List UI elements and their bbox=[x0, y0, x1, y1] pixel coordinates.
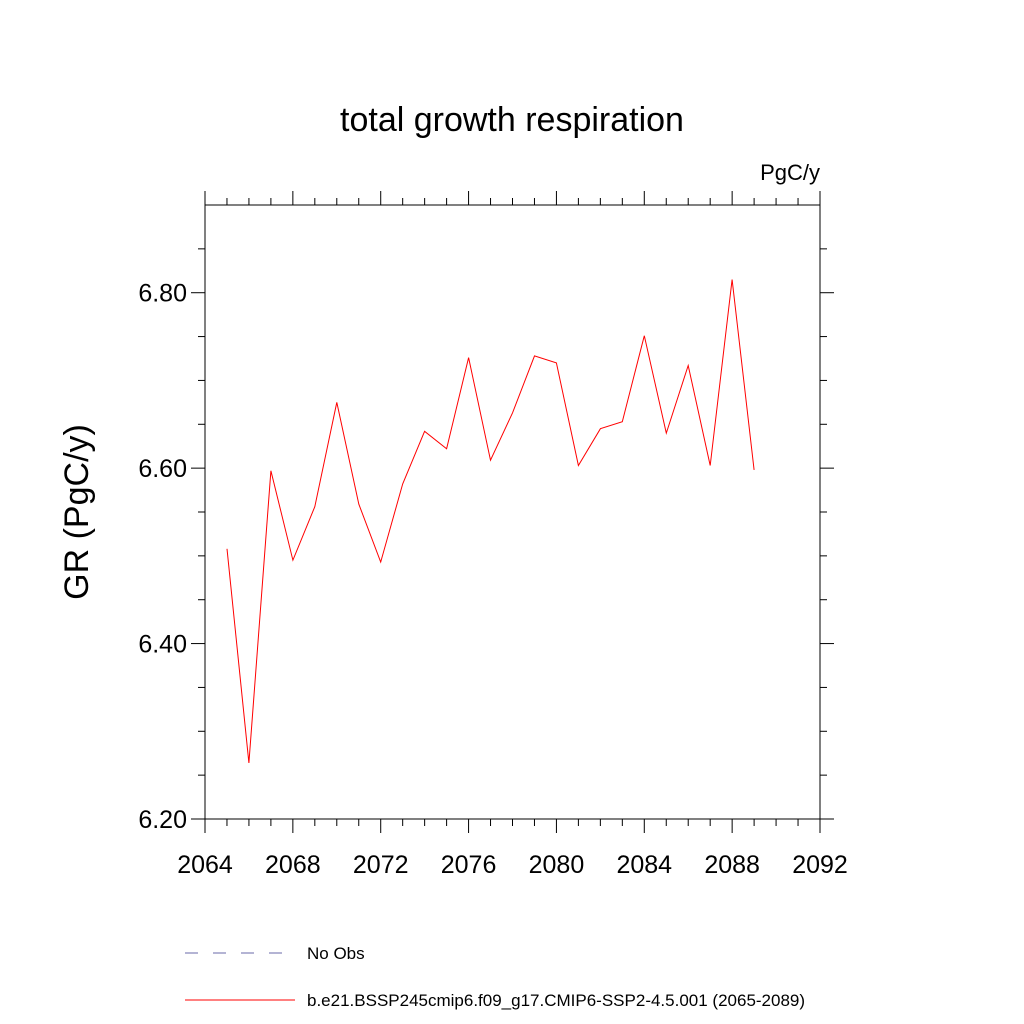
x-tick-label: 2072 bbox=[353, 851, 409, 879]
x-tick-label: 2068 bbox=[265, 851, 321, 879]
legend-label-model: b.e21.BSSP245cmip6.f09_g17.CMIP6-SSP2-4.… bbox=[307, 991, 805, 1010]
units-label: PgC/y bbox=[760, 160, 820, 185]
y-tick-label: 6.20 bbox=[138, 806, 187, 834]
x-tick-label: 2092 bbox=[792, 851, 848, 879]
y-tick-label: 6.60 bbox=[138, 455, 187, 483]
x-tick-label: 2076 bbox=[441, 851, 497, 879]
legend-label-no-obs: No Obs bbox=[307, 944, 365, 963]
series-layer bbox=[226, 279, 755, 763]
plot-frame bbox=[204, 204, 821, 820]
y-tick-label: 6.80 bbox=[138, 280, 187, 308]
y-axis-label: GR (PgC/y) bbox=[58, 424, 96, 600]
axis-ticks bbox=[191, 191, 834, 833]
y-tick-labels: 6.20 6.40 6.60 6.80 bbox=[138, 280, 187, 834]
x-tick-labels: 2064 2068 2072 2076 2080 2084 2088 2092 bbox=[177, 851, 848, 879]
x-tick-label: 2080 bbox=[529, 851, 585, 879]
x-tick-label: 2088 bbox=[704, 851, 760, 879]
x-tick-label: 2084 bbox=[616, 851, 672, 879]
x-tick-label: 2064 bbox=[177, 851, 233, 879]
chart-title: total growth respiration bbox=[340, 101, 684, 139]
legend: No Obs b.e21.BSSP245cmip6.f09_g17.CMIP6-… bbox=[185, 944, 805, 1010]
y-tick-label: 6.40 bbox=[138, 631, 187, 659]
series-line-0 bbox=[226, 279, 755, 763]
